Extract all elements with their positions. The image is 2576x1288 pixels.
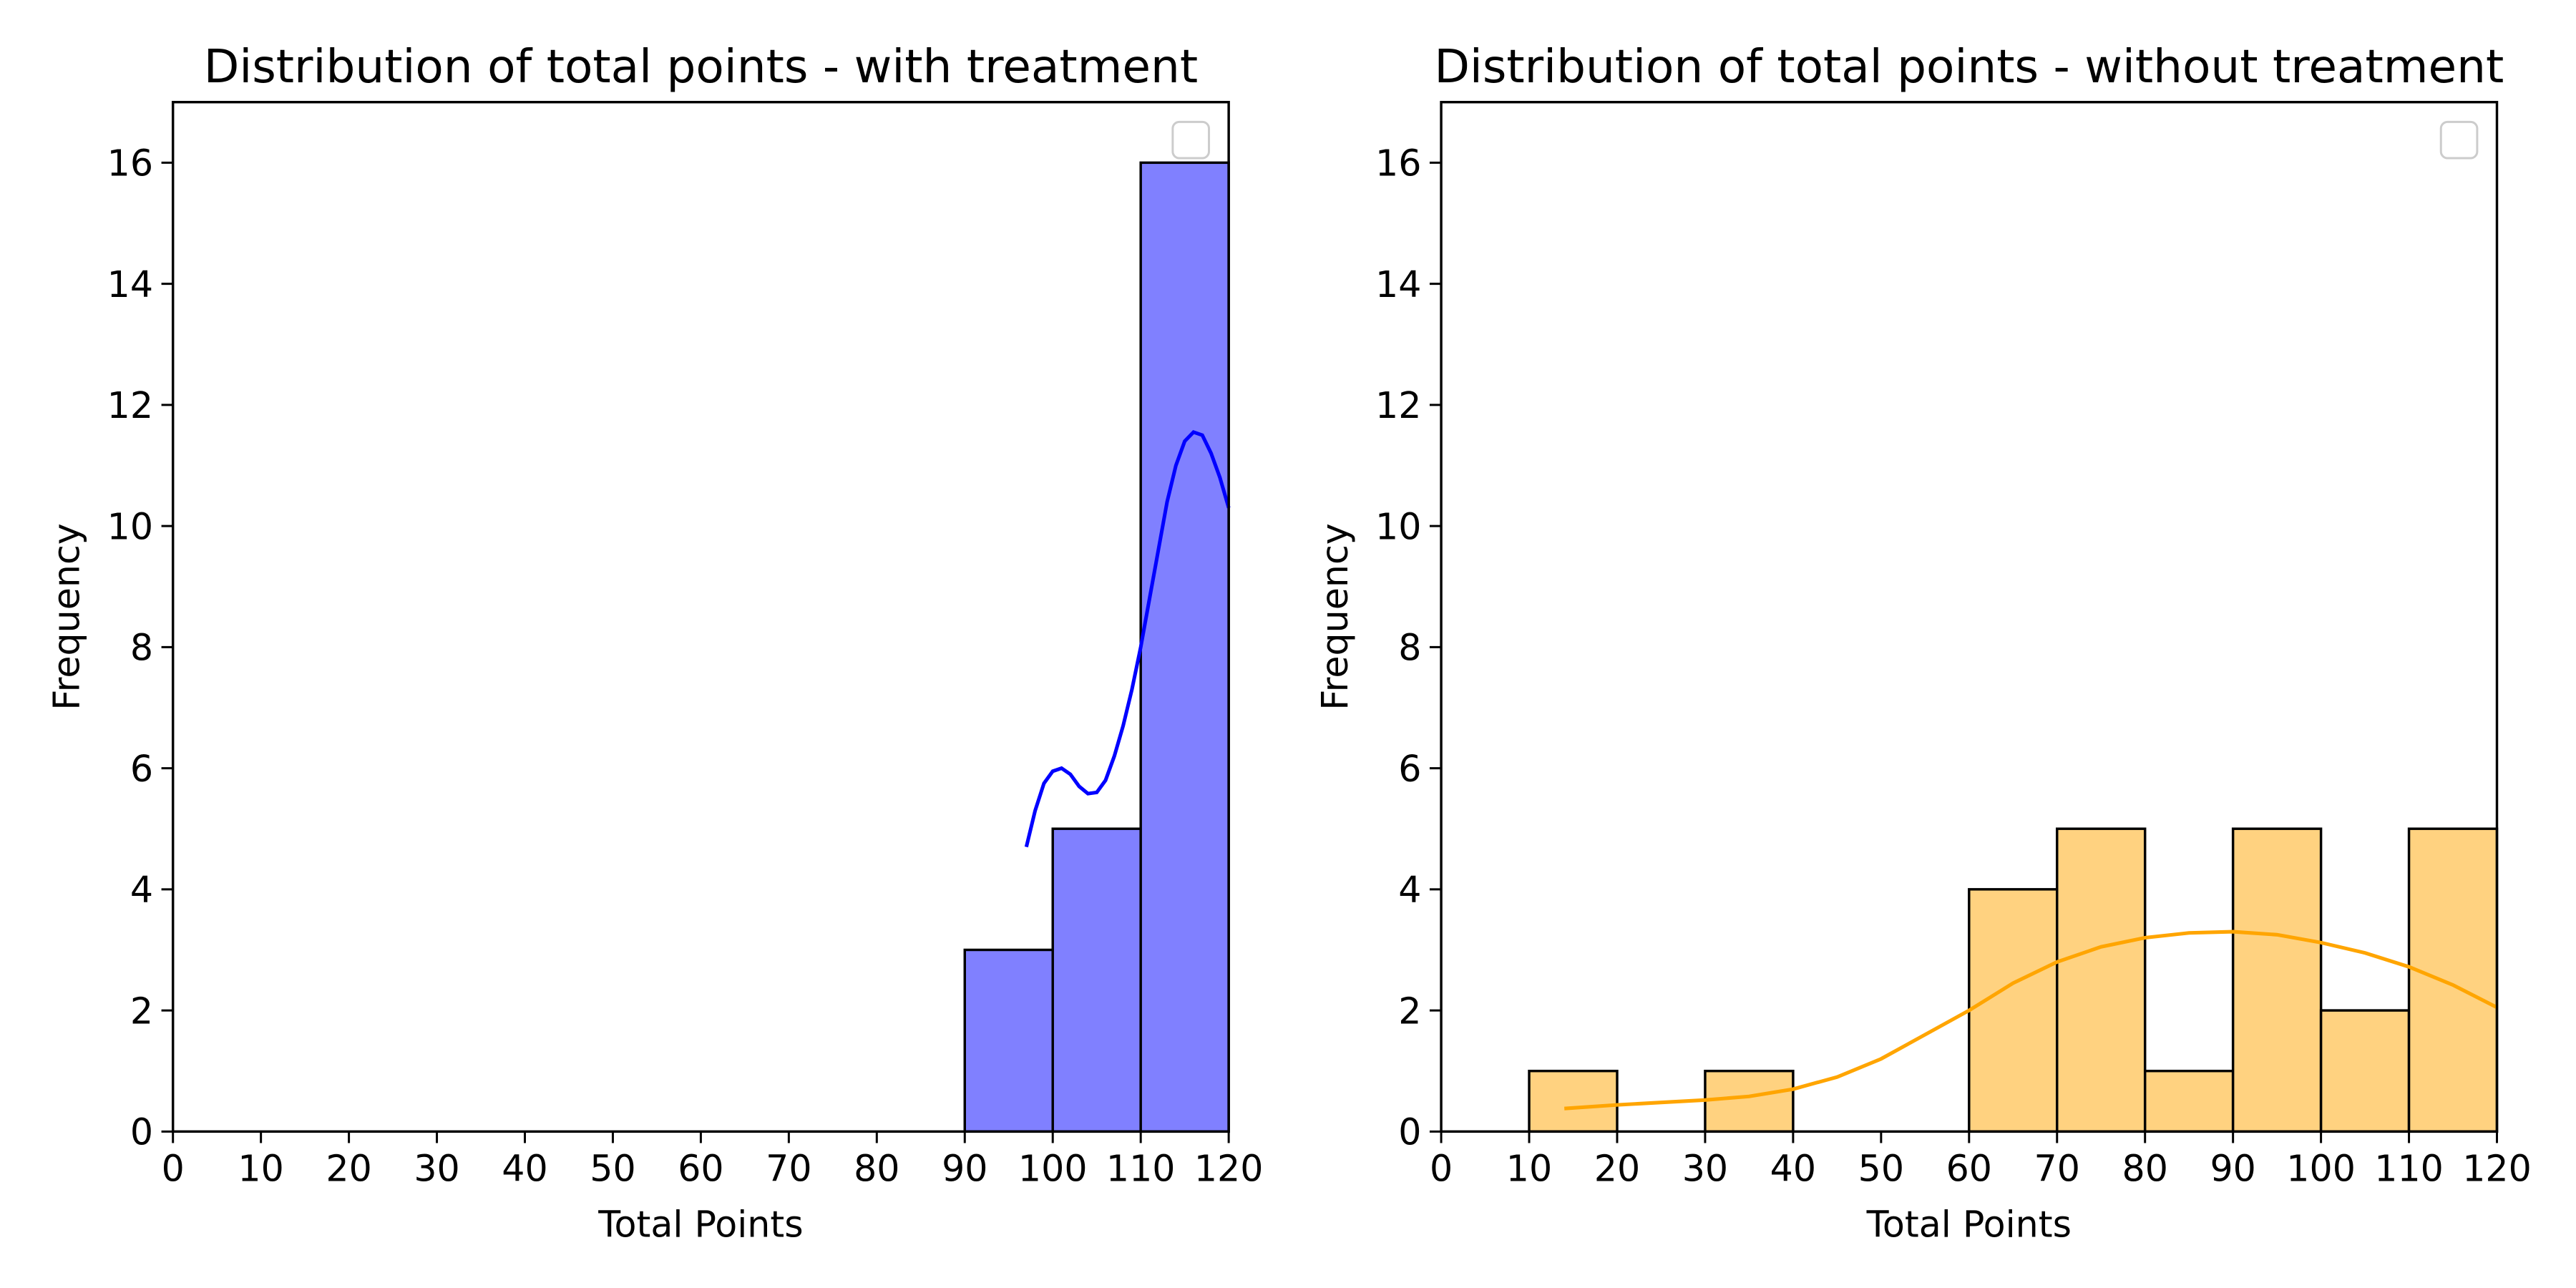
y-tick-label: 16 <box>1375 142 1421 185</box>
y-axis-label: Frequency <box>45 523 87 711</box>
x-tick-label: 100 <box>1018 1147 1088 1189</box>
y-tick-label: 4 <box>130 869 153 911</box>
x-tick-label: 110 <box>1106 1147 1176 1189</box>
x-tick-label: 0 <box>162 1147 185 1189</box>
x-tick-label: 80 <box>854 1147 899 1189</box>
x-tick-label: 90 <box>2210 1147 2255 1189</box>
bar <box>2231 827 2323 1133</box>
x-tick-label: 50 <box>1858 1147 1904 1189</box>
legend-box <box>2439 120 2479 160</box>
x-tick-label: 20 <box>1594 1147 1640 1189</box>
y-tick-label: 0 <box>1398 1111 1421 1153</box>
x-tick-label: 70 <box>2034 1147 2080 1189</box>
subplot: 0 10 20 30 40 50 60 70 80 90 100 110 120 0 2 4 6 8 10 12 14 1… <box>45 40 1263 1246</box>
y-tick-label: 6 <box>1398 748 1421 790</box>
x-tick-label: 0 <box>1430 1147 1453 1189</box>
y-tick-label: 10 <box>1375 505 1421 547</box>
x-tick-label: 70 <box>766 1147 811 1189</box>
x-tick-label: 30 <box>414 1147 459 1189</box>
y-tick-label: 2 <box>1398 990 1421 1032</box>
bar <box>2319 1009 2411 1133</box>
chart-title: Distribution of total points - without t… <box>1434 40 2504 94</box>
x-tick-label: 100 <box>2286 1147 2356 1189</box>
bar <box>1704 1069 1795 1133</box>
bar <box>1051 827 1142 1133</box>
bar <box>2056 827 2147 1133</box>
x-tick-label: 20 <box>326 1147 371 1189</box>
x-tick-label: 60 <box>1946 1147 1992 1189</box>
x-tick-label: 50 <box>590 1147 635 1189</box>
x-axis-label: Total Points <box>597 1204 803 1246</box>
kde-line <box>1024 429 1231 848</box>
y-tick-label: 12 <box>1375 384 1421 426</box>
bar <box>2143 1069 2235 1133</box>
x-tick-label: 110 <box>2374 1147 2444 1189</box>
y-tick-label: 12 <box>107 384 153 426</box>
x-tick-label: 60 <box>678 1147 723 1189</box>
y-tick-label: 2 <box>130 990 153 1032</box>
x-tick-label: 40 <box>502 1147 547 1189</box>
bar <box>1139 161 1230 1133</box>
y-tick-label: 10 <box>107 505 153 547</box>
kde-line <box>1564 930 2498 1111</box>
y-tick-label: 4 <box>1398 869 1421 911</box>
x-tick-label: 120 <box>1194 1147 1264 1189</box>
y-axis-label: Frequency <box>1314 523 1356 711</box>
bar <box>963 948 1054 1133</box>
y-tick-label: 8 <box>1398 627 1421 669</box>
legend-box <box>1171 120 1211 160</box>
x-tick-label: 30 <box>1682 1147 1728 1189</box>
x-tick-label: 10 <box>1506 1147 1552 1189</box>
y-tick-label: 0 <box>130 1111 153 1153</box>
chart-title: Distribution of total points - with trea… <box>204 40 1198 94</box>
x-tick-label: 120 <box>2462 1147 2532 1189</box>
bar <box>2407 827 2499 1133</box>
y-tick-label: 8 <box>130 627 153 669</box>
subplot: 0 10 20 30 40 50 60 70 80 90 100 110 120 0 2 4 6 8 10 12 14 1… <box>1314 40 2532 1246</box>
bar <box>1968 888 2059 1133</box>
x-tick-label: 90 <box>942 1147 987 1189</box>
y-tick-label: 14 <box>107 263 153 306</box>
y-tick-label: 14 <box>1375 263 1421 306</box>
x-tick-label: 80 <box>2122 1147 2167 1189</box>
x-tick-label: 10 <box>238 1147 283 1189</box>
x-axis-label: Total Points <box>1866 1204 2072 1246</box>
y-tick-label: 16 <box>107 142 153 185</box>
y-tick-label: 6 <box>130 748 153 790</box>
bar <box>1528 1069 1619 1133</box>
x-tick-label: 40 <box>1770 1147 1816 1189</box>
